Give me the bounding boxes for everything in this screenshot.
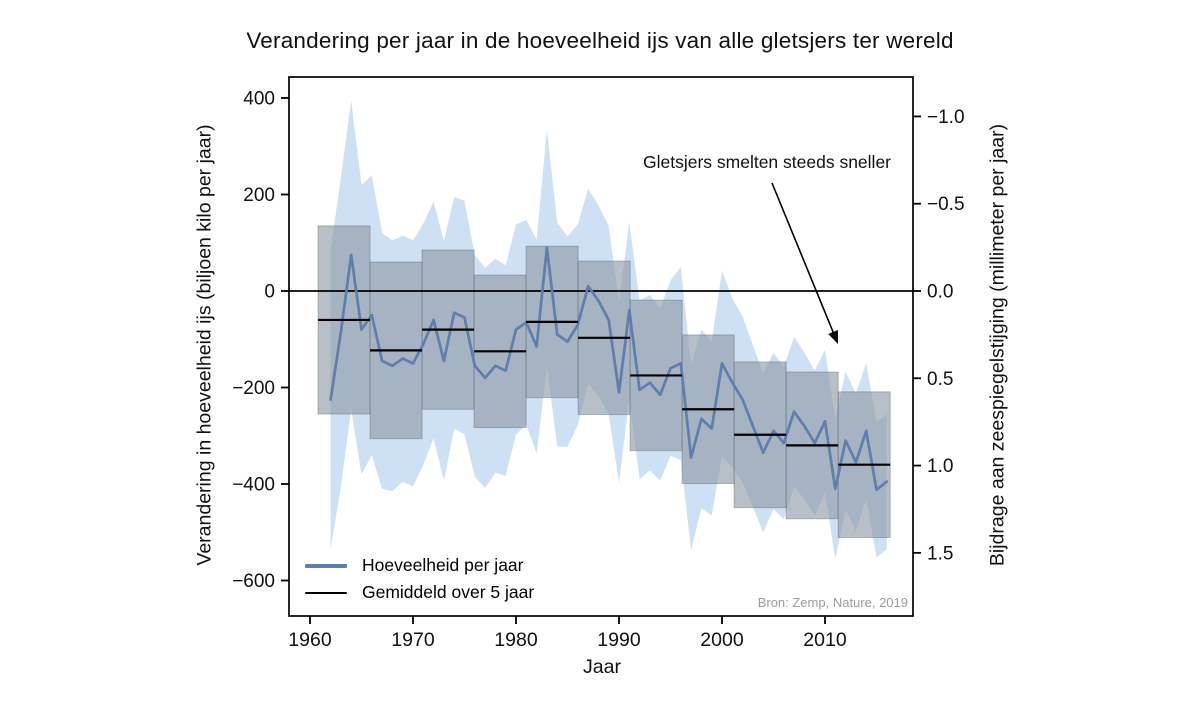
y-left-tick-label: −400 bbox=[232, 475, 275, 496]
chart-title: Verandering per jaar in de hoeveelheid i… bbox=[246, 28, 954, 53]
y-right-tick-label: −1.0 bbox=[927, 107, 965, 128]
y-left-tick-label: −200 bbox=[232, 378, 275, 399]
y-left-tick-label: −600 bbox=[232, 571, 275, 592]
y-left-tick-label: 400 bbox=[243, 89, 275, 110]
x-tick-label: 1990 bbox=[597, 629, 641, 651]
y-right-tick-label: 1.5 bbox=[927, 543, 953, 564]
y-left-tick-label: 200 bbox=[243, 185, 275, 206]
y-left-tick-label: 0 bbox=[264, 282, 275, 303]
chart-legend: Hoeveelheid per jaar Gemiddeld over 5 ja… bbox=[305, 552, 534, 606]
x-tick-label: 1980 bbox=[494, 629, 538, 651]
legend-item-mean: Gemiddeld over 5 jaar bbox=[305, 579, 534, 606]
x-tick-label: 2010 bbox=[803, 629, 847, 651]
x-tick-label: 1960 bbox=[288, 629, 332, 651]
annotation-arrow-shaft bbox=[771, 182, 837, 339]
y-axis-label-right: Bijdrage aan zeespiegelstijging (millime… bbox=[986, 123, 1009, 567]
x-axis-label: Jaar bbox=[583, 656, 621, 678]
plot-border bbox=[288, 76, 914, 617]
y-right-tick-label: 1.0 bbox=[927, 456, 953, 477]
source-attribution: Bron: Zemp, Nature, 2019 bbox=[757, 595, 908, 610]
annotation-arrow-head bbox=[828, 329, 838, 344]
annual-line-swatch bbox=[305, 563, 347, 568]
x-tick-label: 2000 bbox=[700, 629, 744, 651]
annotation-text: Gletsjers smelten steeds sneller bbox=[642, 152, 892, 172]
y-right-tick-label: 0.0 bbox=[927, 282, 953, 303]
y-right-tick-label: 0.5 bbox=[927, 369, 953, 390]
x-tick-label: 1970 bbox=[391, 629, 435, 651]
y-axis-label-left: Verandering in hoeveelheid ijs (biljoen … bbox=[193, 124, 216, 566]
y-right-tick-label: −0.5 bbox=[927, 194, 965, 215]
legend-annual-label: Hoeveelheid per jaar bbox=[362, 555, 524, 575]
legend-mean-label: Gemiddeld over 5 jaar bbox=[362, 582, 535, 602]
annual-mass-change-line bbox=[329, 246, 889, 492]
legend-item-annual: Hoeveelheid per jaar bbox=[305, 552, 534, 579]
mean-line-swatch bbox=[305, 591, 347, 594]
